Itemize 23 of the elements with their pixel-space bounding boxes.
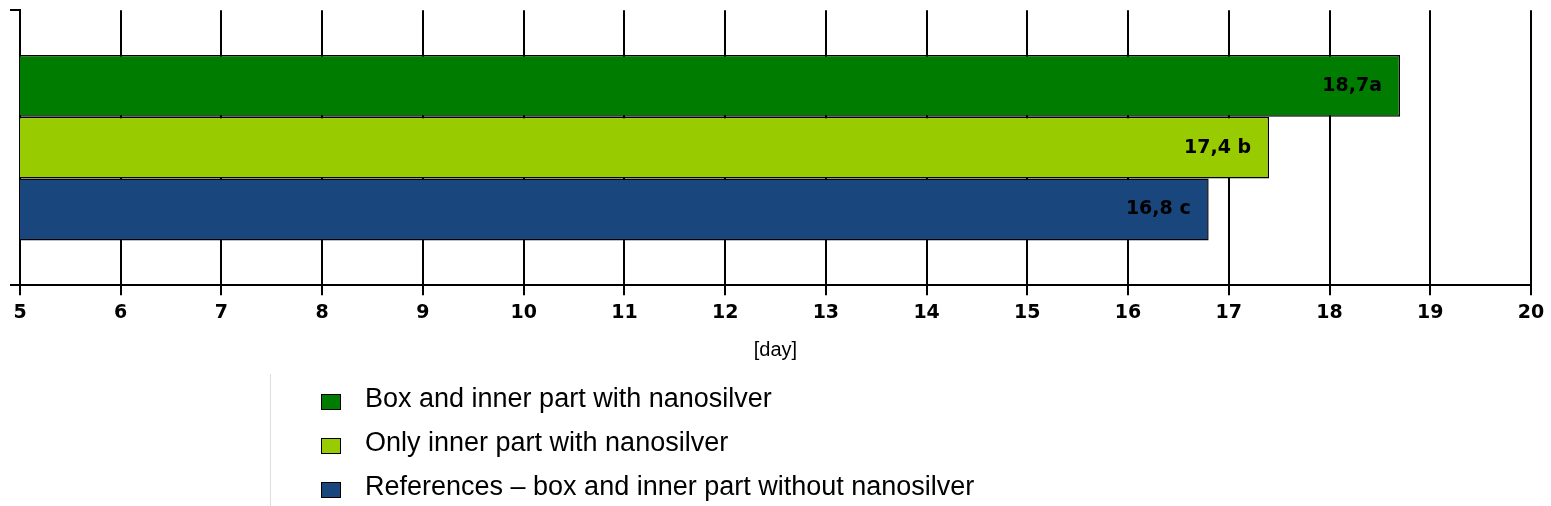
data-label: 18,7a — [1322, 72, 1383, 95]
legend-label: References – box and inner part without nanosilver — [365, 470, 975, 502]
x-tick-label: 8 — [315, 299, 329, 322]
x-tick-label: 15 — [1014, 299, 1041, 322]
x-tick-label: 14 — [913, 299, 940, 322]
x-tick-label: 18 — [1316, 299, 1343, 322]
x-axis-title: [day] — [752, 338, 799, 361]
x-tick-label: 17 — [1215, 299, 1243, 322]
legend-label: Box and inner part with nanosilver — [365, 382, 772, 414]
data-label: 17,4 b — [1184, 134, 1252, 157]
x-tick-label: 20 — [1517, 299, 1545, 322]
x-tick-label: 6 — [114, 299, 128, 322]
data-label: 16,8 c — [1125, 196, 1191, 219]
x-tick-label: 19 — [1417, 299, 1444, 322]
legend-label: Only inner part with nanosilver — [365, 426, 729, 458]
x-tick-label: 10 — [510, 299, 537, 322]
x-tick-label: 16 — [1114, 299, 1142, 322]
x-tick-label: 7 — [214, 299, 229, 322]
x-tick-label: 12 — [711, 299, 739, 322]
x-tick-label: 13 — [812, 299, 840, 322]
x-tick-label: 11 — [611, 299, 638, 322]
x-tick-label: 9 — [416, 299, 430, 322]
x-tick-label: 5 — [13, 299, 27, 322]
